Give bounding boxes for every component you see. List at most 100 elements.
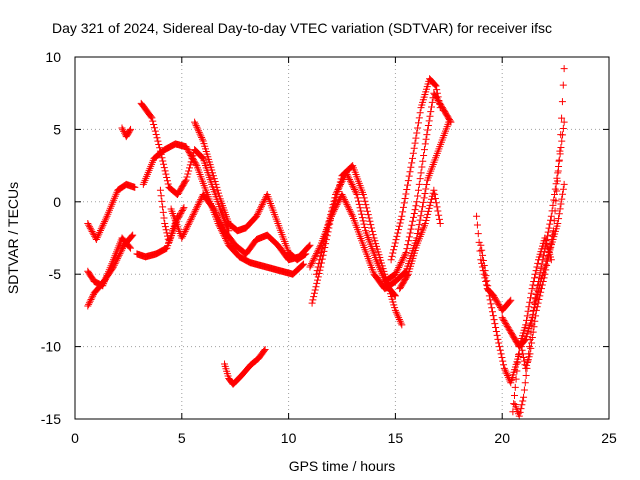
- data-point: [547, 216, 555, 224]
- data-point: [359, 191, 367, 199]
- data-point: [191, 159, 199, 167]
- data-point: [158, 154, 166, 162]
- data-point: [337, 181, 345, 189]
- data-point: [533, 263, 541, 271]
- data-point: [553, 187, 561, 195]
- data-point: [184, 146, 192, 154]
- data-point: [345, 174, 353, 182]
- data-point: [412, 134, 420, 142]
- data-point: [191, 118, 199, 126]
- data-point: [148, 114, 156, 122]
- data-point: [86, 224, 94, 232]
- data-point: [514, 351, 522, 359]
- data-point: [253, 212, 261, 220]
- data-point: [519, 350, 527, 358]
- data-point: [495, 301, 503, 309]
- data-point: [188, 214, 196, 222]
- data-point: [551, 185, 559, 193]
- data-point: [160, 160, 168, 168]
- data-point: [560, 180, 568, 188]
- data-point: [479, 251, 487, 259]
- data-point: [555, 215, 563, 223]
- data-point: [479, 256, 487, 264]
- data-point: [447, 118, 455, 126]
- data-point: [428, 195, 436, 203]
- data-point: [96, 228, 104, 236]
- series-track-w: [509, 234, 555, 416]
- data-point: [549, 201, 557, 209]
- data-point: [478, 263, 486, 271]
- data-point: [554, 167, 562, 175]
- data-point: [197, 196, 205, 204]
- data-point: [418, 207, 426, 215]
- data-point: [159, 203, 167, 211]
- data-point: [333, 201, 341, 209]
- data-point: [126, 127, 134, 135]
- data-point: [182, 176, 190, 184]
- data-point: [300, 260, 308, 268]
- data-point: [256, 206, 264, 214]
- data-point: [435, 98, 443, 106]
- data-point: [115, 251, 123, 259]
- data-point: [161, 167, 169, 175]
- data-point: [473, 221, 481, 229]
- data-point: [531, 270, 539, 278]
- data-point: [164, 180, 172, 188]
- data-point: [396, 260, 404, 268]
- data-point: [86, 297, 94, 305]
- data-point: [529, 328, 537, 336]
- data-point: [361, 223, 369, 231]
- data-point: [213, 212, 221, 220]
- data-point: [415, 180, 423, 188]
- data-point: [425, 117, 433, 125]
- data-point: [350, 184, 358, 192]
- data-point: [520, 357, 528, 365]
- data-point: [110, 261, 118, 269]
- data-point: [179, 232, 187, 240]
- data-point: [96, 227, 104, 235]
- data-point: [427, 108, 435, 116]
- plot-frame: [74, 56, 610, 420]
- data-point: [538, 272, 546, 280]
- data-point: [363, 207, 371, 215]
- data-point: [399, 255, 407, 263]
- data-point: [127, 244, 135, 252]
- data-point: [534, 291, 542, 299]
- data-point: [522, 372, 530, 380]
- data-point: [368, 224, 376, 232]
- data-point: [261, 345, 269, 353]
- series-track-p: [381, 89, 455, 285]
- data-point: [397, 216, 405, 224]
- data-point: [332, 191, 340, 199]
- data-point: [84, 220, 92, 228]
- data-point: [426, 201, 434, 209]
- data-point: [95, 230, 103, 238]
- data-point: [536, 281, 544, 289]
- data-point: [131, 183, 139, 191]
- data-point: [88, 227, 96, 235]
- data-point: [113, 256, 121, 264]
- data-point: [414, 124, 422, 132]
- data-point: [560, 65, 568, 73]
- data-point: [175, 212, 183, 220]
- data-point: [179, 205, 187, 213]
- data-point: [189, 154, 197, 162]
- data-point: [198, 134, 206, 142]
- data-point: [346, 176, 354, 184]
- series-track-j: [167, 191, 314, 264]
- data-point: [216, 217, 224, 225]
- data-point: [490, 316, 498, 324]
- data-point: [529, 281, 537, 289]
- data-point: [218, 222, 226, 230]
- data-point: [193, 123, 201, 131]
- data-point: [446, 117, 454, 125]
- data-point: [213, 183, 221, 191]
- data-point: [312, 270, 320, 278]
- data-point: [402, 190, 410, 198]
- data-point: [551, 207, 559, 215]
- data-point: [406, 168, 414, 176]
- data-point: [434, 207, 442, 215]
- data-point: [328, 211, 336, 219]
- data-point: [436, 220, 444, 228]
- data-point: [94, 232, 102, 240]
